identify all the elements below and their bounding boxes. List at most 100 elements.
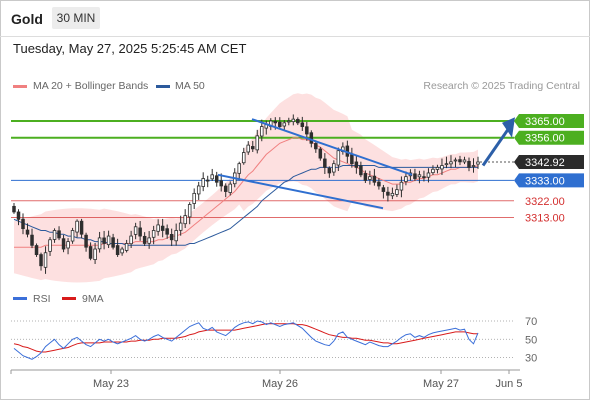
bear-candle-body xyxy=(142,235,147,244)
bull-candle-body xyxy=(435,166,440,170)
candle xyxy=(431,165,435,175)
candle xyxy=(57,226,61,241)
bear-candle-body xyxy=(363,173,368,181)
candle xyxy=(183,209,187,229)
candle xyxy=(300,116,305,131)
ma20-legend-swatch xyxy=(13,85,27,88)
bull-candle-body xyxy=(174,230,178,242)
ma20-legend-label: MA 20 + Bollinger Bands xyxy=(33,80,149,92)
bull-candle-body xyxy=(332,163,336,173)
candle xyxy=(133,222,138,240)
candle xyxy=(291,114,296,126)
bull-candle-body xyxy=(106,235,111,246)
candle xyxy=(205,175,210,188)
bull-candle-body xyxy=(187,204,192,218)
bear-candle-body xyxy=(39,254,43,267)
candle xyxy=(12,203,16,214)
timeframe-button[interactable]: 30 MIN xyxy=(52,7,100,29)
bear-candle-body xyxy=(223,185,228,192)
candle xyxy=(241,147,246,165)
candle xyxy=(201,172,205,192)
candle xyxy=(138,221,142,241)
rsi-line xyxy=(13,320,479,360)
bear-candle-body xyxy=(305,126,309,135)
candle xyxy=(453,157,458,168)
copyright-text: Research © 2025 Trading Central xyxy=(423,80,580,92)
candle xyxy=(21,213,25,235)
candle xyxy=(52,228,57,243)
bear-candle-body xyxy=(381,187,386,192)
candle xyxy=(368,170,372,185)
bull-candle-body xyxy=(291,118,296,123)
candle xyxy=(314,140,318,153)
bear-candle-body xyxy=(115,245,120,256)
bull-candle-body xyxy=(399,181,404,191)
rsi-tick-70: 70 xyxy=(525,316,537,328)
bollinger-band-fill xyxy=(14,93,478,283)
candle xyxy=(210,168,214,181)
bear-candle-body xyxy=(422,176,426,179)
bear-candle-body xyxy=(467,160,471,168)
candle xyxy=(363,170,368,183)
bull-candle-body xyxy=(156,224,160,232)
candle xyxy=(413,168,417,182)
candle xyxy=(399,176,404,198)
bear-candle-body xyxy=(273,120,278,124)
candle xyxy=(129,230,133,248)
bull-candle-body xyxy=(201,178,205,187)
bear-candle-body xyxy=(413,173,417,179)
bear-candle-body xyxy=(111,237,115,248)
upper-trendline xyxy=(251,118,413,176)
candle xyxy=(178,215,183,236)
bear-candle-body xyxy=(88,246,93,259)
bull-candle-body xyxy=(124,243,129,251)
bull-candle-body xyxy=(183,215,187,225)
bear-candle-body xyxy=(354,161,359,168)
bull-candle-body xyxy=(449,161,453,165)
candle xyxy=(66,238,70,255)
candle xyxy=(395,184,399,198)
bull-candle-body xyxy=(192,192,196,204)
bull-candle-body xyxy=(462,159,467,163)
candle xyxy=(120,246,124,256)
candle xyxy=(192,188,196,209)
candle xyxy=(124,239,129,253)
candle xyxy=(88,242,93,261)
bear-candle-body xyxy=(160,225,165,231)
bull-candle-body xyxy=(129,235,133,245)
price-label-3333.00: 3333.00 xyxy=(525,175,565,187)
header-divider xyxy=(0,36,590,37)
candle xyxy=(111,233,115,250)
x-axis: May 23 May 26 May 27 Jun 5 xyxy=(10,369,522,390)
candle xyxy=(160,218,165,238)
rsi-9ma-line xyxy=(13,323,478,353)
price-tag-3333.00 xyxy=(514,173,584,188)
candle xyxy=(449,155,453,169)
candle xyxy=(390,187,395,200)
candle xyxy=(471,158,476,173)
bear-candle-body xyxy=(323,158,327,168)
candle xyxy=(422,170,426,182)
candle xyxy=(102,230,106,250)
bull-candle-body xyxy=(52,230,57,240)
candle xyxy=(287,117,291,126)
bear-candle-body xyxy=(350,154,354,165)
candle xyxy=(25,223,30,238)
candle xyxy=(214,171,219,187)
bull-candle-body xyxy=(75,220,79,233)
x-tick-label: May 26 xyxy=(262,378,298,390)
bull-candle-body xyxy=(440,165,444,170)
projection-arrow-shaft xyxy=(481,125,512,167)
bull-candle-body xyxy=(471,165,476,167)
candle xyxy=(97,231,102,253)
bear-candle-body xyxy=(296,118,300,124)
bear-candle-body xyxy=(57,230,61,239)
bear-candle-body xyxy=(165,228,169,235)
price-labels-layer: 3365.00 3356.00 3342.92 3333.00 3322.00 3313.… xyxy=(514,114,584,225)
bear-candle-body xyxy=(327,167,332,174)
bull-candle-body xyxy=(336,150,341,166)
x-tick-label: May 27 xyxy=(423,378,459,390)
bull-candle-body xyxy=(404,176,408,182)
candle xyxy=(458,155,462,166)
